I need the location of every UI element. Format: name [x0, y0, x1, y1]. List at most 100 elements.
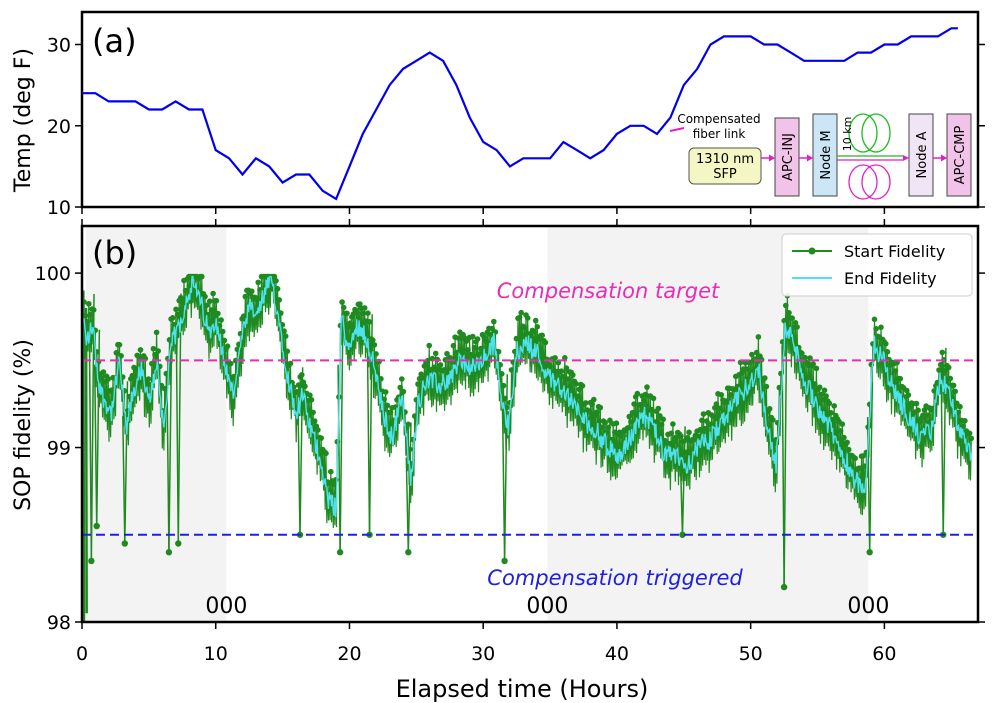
start-fidelity-point [660, 416, 666, 423]
start-fidelity-point [671, 438, 678, 445]
start-fidelity-point [591, 396, 597, 403]
start-fidelity-point [284, 348, 291, 355]
start-fidelity-point [845, 446, 852, 453]
arrow-head [903, 155, 909, 161]
start-fidelity-point [552, 355, 558, 361]
start-fidelity-point [242, 293, 249, 300]
start-fidelity-point [150, 345, 157, 352]
start-fidelity-point [826, 400, 833, 407]
start-fidelity-point [347, 320, 354, 326]
start-fidelity-point [471, 344, 478, 351]
start-fidelity-point [744, 366, 750, 372]
start-fidelity-point [221, 337, 228, 344]
start-fidelity-point [649, 406, 655, 413]
x-tick-label: 20 [337, 643, 361, 665]
sfp-label: 1310 nm [696, 152, 754, 167]
start-fidelity-point [892, 368, 899, 374]
start-fidelity-point [218, 317, 224, 323]
start-fidelity-point [373, 351, 379, 357]
legend: Start Fidelity End Fidelity [781, 233, 973, 297]
start-fidelity-point [668, 430, 674, 437]
start-fidelity-point [547, 363, 553, 370]
start-fidelity-point [597, 404, 604, 411]
start-fidelity-point [360, 310, 366, 317]
start-fidelity-point [528, 334, 534, 340]
start-fidelity-point [366, 319, 373, 325]
start-fidelity-point [215, 310, 221, 317]
start-fidelity-point [118, 353, 124, 359]
start-fidelity-point [310, 409, 316, 416]
start-fidelity-point [678, 433, 684, 439]
start-fidelity-point [339, 299, 345, 305]
start-fidelity-point [105, 376, 111, 382]
arrow-head [769, 154, 775, 162]
start-fidelity-point [353, 309, 360, 316]
start-fidelity-point [371, 342, 378, 348]
x-axis-label: Elapsed time (Hours) [396, 675, 649, 703]
start-fidelity-point [904, 387, 910, 394]
start-fidelity-point [878, 324, 884, 331]
start-fidelity-point [602, 419, 608, 426]
start-fidelity-point [702, 425, 708, 432]
start-fidelity-point [370, 337, 376, 343]
start-fidelity-point [594, 409, 600, 415]
apc-inj-label: APC-INJ [781, 133, 796, 181]
start-fidelity-point [210, 290, 216, 297]
start-fidelity-point [482, 338, 489, 345]
dip-point [336, 549, 344, 556]
start-fidelity-point [792, 320, 799, 326]
start-fidelity-point [271, 273, 278, 280]
start-fidelity-point [565, 376, 571, 382]
start-fidelity-point [607, 417, 613, 424]
start-fidelity-point [399, 376, 405, 382]
start-fidelity-point [810, 361, 816, 367]
start-fidelity-point [713, 401, 720, 407]
start-fidelity-point [576, 386, 583, 393]
start-fidelity-point [132, 368, 139, 375]
start-fidelity-point [203, 302, 210, 309]
start-fidelity-point [857, 465, 863, 472]
start-fidelity-point [925, 412, 931, 419]
start-fidelity-point [952, 388, 958, 395]
dip-segment [868, 382, 874, 553]
x-tick-label: 0 [76, 643, 88, 665]
y-tick-label: 98 [47, 612, 71, 634]
start-fidelity-point [281, 328, 287, 334]
start-fidelity-point [884, 349, 891, 355]
fiber-coil-bottom [861, 164, 891, 200]
start-fidelity-point [318, 435, 325, 441]
apc-cmp-label: APC-CMP [953, 126, 968, 185]
start-fidelity-point [405, 421, 412, 428]
start-fidelity-point [697, 426, 704, 433]
start-fidelity-point [655, 405, 662, 412]
start-fidelity-point [418, 371, 425, 378]
start-fidelity-point [542, 339, 549, 346]
start-fidelity-point [255, 279, 261, 286]
start-fidelity-point [586, 408, 592, 415]
start-fidelity-point [481, 334, 487, 340]
start-fidelity-point [411, 413, 418, 419]
start-fidelity-point [820, 396, 826, 403]
start-fidelity-point [628, 419, 634, 425]
dip-segment [124, 381, 129, 544]
start-fidelity-point [311, 418, 318, 424]
start-fidelity-point [152, 351, 158, 358]
start-fidelity-point [789, 315, 795, 322]
start-fidelity-point [532, 317, 539, 324]
start-fidelity-point [915, 407, 921, 414]
start-fidelity-point [937, 361, 944, 368]
start-fidelity-point [966, 430, 973, 437]
start-fidelity-point [331, 481, 337, 488]
start-fidelity-point [273, 278, 279, 284]
start-fidelity-point [699, 417, 705, 424]
start-fidelity-point [695, 433, 702, 440]
start-fidelity-point [328, 468, 334, 475]
start-fidelity-point [786, 310, 792, 316]
start-fidelity-point [821, 387, 828, 394]
start-fidelity-point [841, 434, 847, 441]
start-fidelity-point [844, 439, 850, 446]
start-fidelity-point [823, 393, 829, 399]
start-fidelity-point [755, 334, 762, 340]
start-fidelity-point [686, 429, 692, 436]
start-fidelity-point [495, 348, 502, 355]
